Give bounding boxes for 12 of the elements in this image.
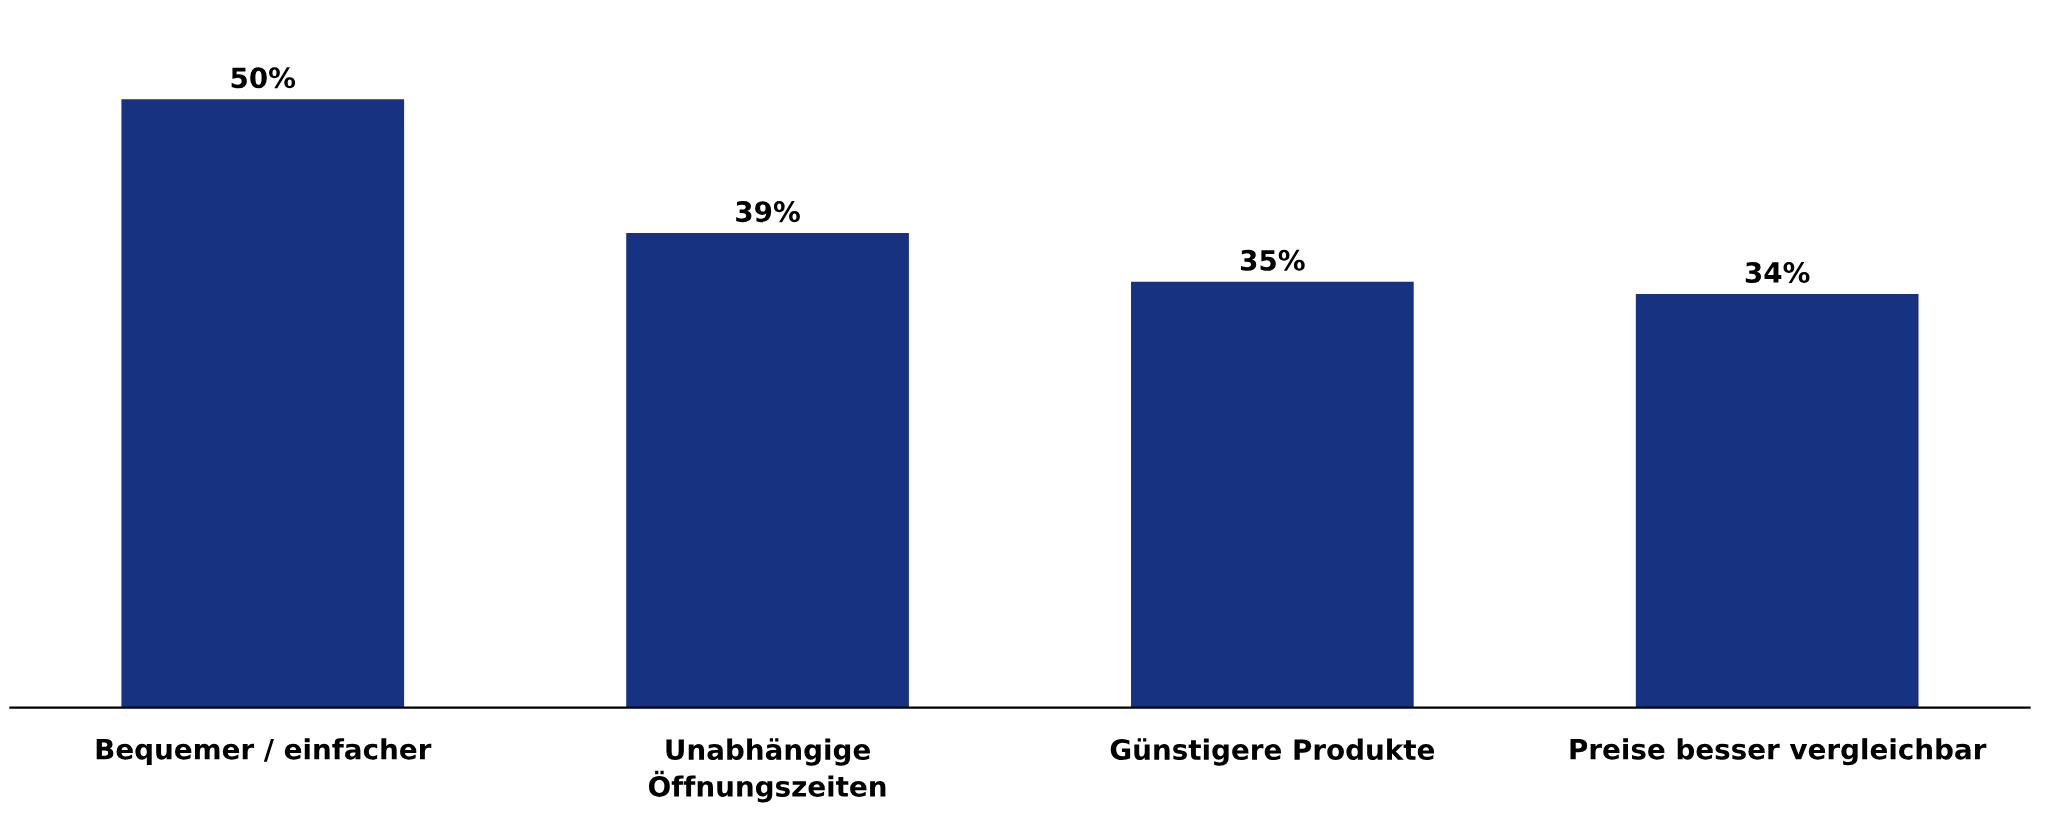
bar (121, 99, 405, 708)
data-label: 35% (1240, 249, 1305, 271)
x-tick-label: Bequemer / einfacher (96, 738, 432, 766)
x-tick-label: Unabhängige Öffnungszeiten (648, 738, 886, 803)
bar (626, 233, 909, 708)
data-label: 39% (736, 201, 800, 223)
data-label: 50% (231, 67, 296, 89)
x-tick-label: Günstigere Produkte (1110, 738, 1435, 766)
x-tick-label: Preise besser vergleichbar (1570, 738, 1987, 766)
bar (1131, 281, 1414, 708)
data-label: 34% (1745, 261, 1810, 283)
bar (1635, 293, 1919, 708)
